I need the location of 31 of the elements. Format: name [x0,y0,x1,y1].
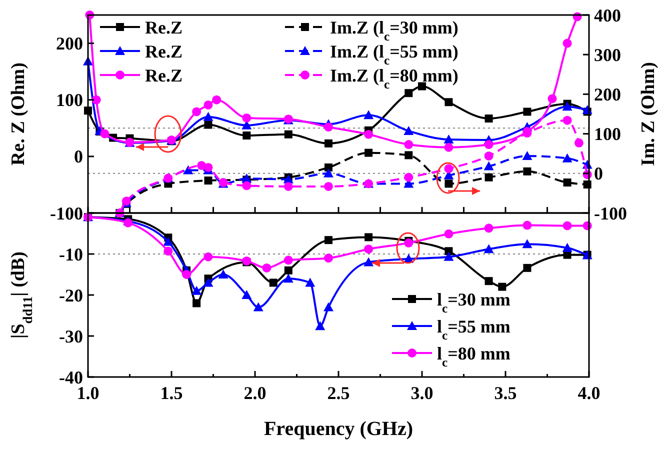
y-tick-label: 200 [56,34,83,54]
y-tick-label: -20 [59,285,83,306]
y-tick-label: 0 [74,146,83,167]
x-tick-label: 1.5 [160,383,183,403]
x-tick-label: 2.5 [327,383,350,403]
x-axis-title: Frequency (GHz) [264,418,414,440]
y2-axis-title: Im. Z (Ohm) [638,62,659,166]
y-tick-label: -30 [59,326,83,346]
y2-tick-label: 400 [594,5,621,26]
y-axis-title: Re. Z (Ohm) [8,62,29,166]
x-tick-label: 4.0 [578,383,600,403]
legend-label: l$_{c}$=55 mm [437,316,510,342]
legend-label: Im.Z (l$_{c}$=80 mm) [330,65,458,92]
legend-label: l$_{c}$=30 mm [437,289,510,316]
legend-label: Re.Z [145,65,182,86]
y-tick-label: -100 [50,203,83,224]
y2-tick-label: 300 [594,44,621,65]
y-tick-label: 100 [56,90,83,110]
y2-tick-label: 0 [594,164,603,184]
legend-label: Im.Z (l$_{c}$=30 mm) [330,17,458,44]
y2-tick-label: -100 [594,203,627,224]
legend-label: Re.Z [145,41,182,62]
x-tick-label: 3.5 [494,383,517,403]
legend-label: Im.Z (l$_{c}$=55 mm) [330,41,458,68]
x-tick-label: 2.0 [244,383,266,403]
legend-label: l$_{c}$=80 mm [437,343,510,370]
y2-tick-label: 100 [594,124,621,144]
y-tick-label: -10 [59,244,83,264]
y2-tick-label: 200 [594,84,621,104]
x-tick-label: 3.0 [410,383,434,403]
legend-label: Re.Z [145,17,182,38]
